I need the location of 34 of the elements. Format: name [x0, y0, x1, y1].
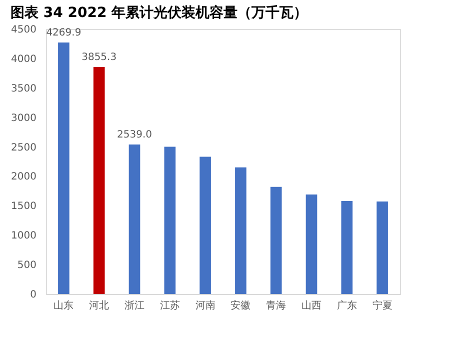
data-label: 3855.3 — [82, 52, 117, 63]
bar — [235, 167, 246, 294]
x-tick-label: 江苏 — [160, 300, 180, 312]
y-tick-label: 1000 — [11, 230, 36, 242]
bar — [200, 156, 211, 294]
y-tick-label: 4500 — [11, 24, 36, 36]
y-tick-label: 3000 — [11, 112, 36, 124]
bar — [306, 194, 318, 294]
y-tick-label: 3500 — [11, 83, 36, 94]
data-label: 2539.0 — [117, 129, 152, 140]
bar — [270, 186, 282, 294]
x-tick-label: 宁夏 — [372, 300, 392, 312]
x-tick-label: 广东 — [336, 300, 357, 312]
x-tick-label: 浙江 — [124, 300, 144, 312]
y-tick-label: 500 — [17, 260, 36, 272]
y-tick-label: 2500 — [11, 142, 36, 154]
y-tick-label: 4000 — [11, 54, 36, 65]
bar — [128, 144, 140, 294]
x-tick-label: 河北 — [89, 300, 110, 312]
data-label: 4269.9 — [46, 28, 82, 39]
bar — [93, 66, 105, 294]
x-tick-label: 山东 — [54, 300, 74, 312]
x-tick-label: 山西 — [302, 300, 322, 312]
x-tick-label: 安徽 — [230, 300, 251, 312]
bar — [376, 202, 388, 294]
bar — [58, 42, 70, 294]
x-tick-label: 河南 — [195, 300, 216, 312]
y-tick-label: 1500 — [11, 201, 36, 212]
bar — [164, 146, 176, 294]
y-tick-label: 2000 — [11, 172, 36, 183]
chart-title: 图表 34 2022 年累计光伏装机容量（万千瓦） — [10, 4, 308, 21]
y-tick-label: 0 — [30, 290, 36, 300]
x-tick-label: 青海 — [266, 300, 286, 312]
bar — [341, 200, 353, 294]
